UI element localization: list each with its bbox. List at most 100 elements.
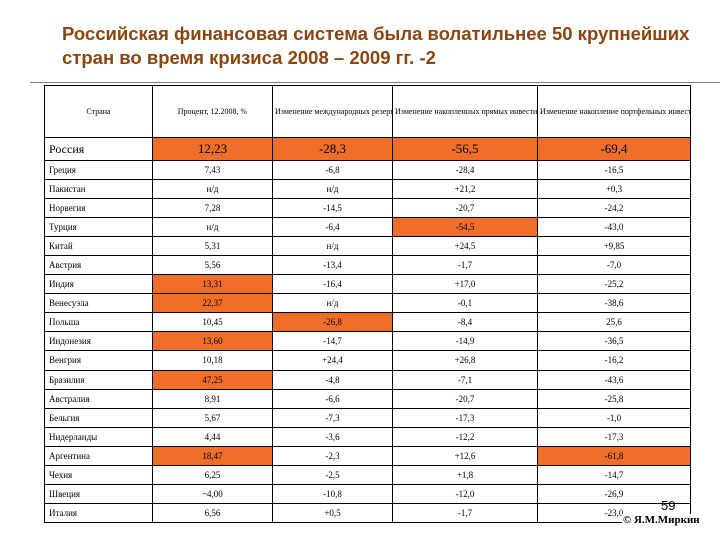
country-cell: Австралия: [44, 388, 153, 409]
page-number: 59: [661, 498, 676, 513]
country-cell: Норвегия: [44, 198, 153, 219]
author-credit: © Я.М.Миркин: [622, 514, 701, 526]
value-cell: 5,67: [152, 407, 273, 428]
value-cell: 13,60: [152, 331, 273, 352]
country-cell: Пакистан: [44, 179, 153, 200]
country-cell: Бельгия: [44, 407, 153, 428]
value-cell: -16,2: [537, 350, 691, 371]
value-cell: -12,0: [392, 483, 538, 504]
value-cell: -14,9: [392, 331, 538, 352]
value-cell: 47,25: [152, 369, 273, 390]
value-cell: н/д: [272, 236, 393, 257]
value-cell: -1,0: [537, 407, 691, 428]
value-cell: -24,2: [537, 198, 691, 219]
value-cell: -43,0: [537, 217, 691, 238]
value-cell: 4,44: [152, 426, 273, 447]
value-cell: -6,6: [272, 388, 393, 409]
header-reserves: Изменение международных резервов, 12.200…: [272, 85, 393, 138]
table-row: Индонезия 13,60 -14,7 -14,9 -36,5: [44, 331, 691, 352]
value-cell: -14,7: [272, 331, 393, 352]
value-cell: -13,4: [272, 255, 393, 276]
value-cell: -7,1: [392, 369, 538, 390]
value-cell: -17,3: [537, 426, 691, 447]
value-cell: -8,4: [392, 312, 538, 333]
value-cell: 25,6: [537, 312, 691, 333]
value-cell: -28,4: [392, 159, 538, 181]
country-cell: Чехия: [44, 464, 153, 485]
value-cell: н/д: [152, 179, 273, 200]
value-cell: -54,5: [392, 217, 538, 238]
country-cell: Италия: [44, 502, 153, 523]
table-body: Россия 12,23 -28,3 -56,5 -69,4 Греция 7,43 -6,8…: [44, 137, 691, 523]
value-cell: +0,3: [537, 179, 691, 200]
table-row: Аргентина 18,47 -2,3 +12,6 -61,8: [44, 445, 691, 466]
value-cell: -20,7: [392, 388, 538, 409]
table-row: Россия 12,23 -28,3 -56,5 -69,4: [44, 137, 691, 161]
table-row: Швеция ~4,00 -10,8 -12,0 -26,9: [44, 483, 691, 504]
value-cell: 10,45: [152, 312, 273, 333]
value-cell: 5,56: [152, 255, 273, 276]
country-cell: Швеция: [44, 483, 153, 504]
value-cell: н/д: [272, 179, 393, 200]
table-row: Австрия 5,56 -13,4 -1,7 -7,0: [44, 255, 691, 276]
value-cell: -1,7: [392, 255, 538, 276]
value-cell: -25,2: [537, 274, 691, 295]
country-cell: Турция: [44, 217, 153, 238]
table-row: Венесуэла 22,37 н/д -0,1 -38,6: [44, 293, 691, 314]
value-cell: 10,18: [152, 350, 273, 371]
value-cell: 8,91: [152, 388, 273, 409]
country-cell: Китай: [44, 236, 153, 257]
value-cell: н/д: [272, 293, 393, 314]
value-cell: -25,8: [537, 388, 691, 409]
value-cell: +17,0: [392, 274, 538, 295]
value-cell: -0,1: [392, 293, 538, 314]
value-cell: -61,8: [537, 445, 691, 466]
value-cell: 5,31: [152, 236, 273, 257]
value-cell: +9,85: [537, 236, 691, 257]
value-cell: -28,3: [272, 137, 393, 161]
value-cell: -16,4: [272, 274, 393, 295]
country-cell: Австрия: [44, 255, 153, 276]
value-cell: -7,3: [272, 407, 393, 428]
value-cell: -17,3: [392, 407, 538, 428]
country-cell: Индия: [44, 274, 153, 295]
country-cell: Венгрия: [44, 350, 153, 371]
value-cell: -2,3: [272, 445, 393, 466]
value-cell: -7,0: [537, 255, 691, 276]
value-cell: -20,7: [392, 198, 538, 219]
country-cell: Греция: [44, 159, 153, 181]
value-cell: -43,6: [537, 369, 691, 390]
table-row: Турция н/д -6,4 -54,5 -43,0: [44, 217, 691, 238]
value-cell: +21,2: [392, 179, 538, 200]
table-row: Бельгия 5,67 -7,3 -17,3 -1,0: [44, 407, 691, 428]
value-cell: -6,8: [272, 159, 393, 181]
value-cell: -10,8: [272, 483, 393, 504]
value-cell: +24,5: [392, 236, 538, 257]
table-row: Пакистан н/д н/д +21,2 +0,3: [44, 179, 691, 200]
value-cell: 7,28: [152, 198, 273, 219]
table-row: Индия 13,31 -16,4 +17,0 -25,2: [44, 274, 691, 295]
volatility-table: Страна Процент, 12.2008, % Изменение меж…: [44, 85, 691, 523]
value-cell: -14,5: [272, 198, 393, 219]
country-cell: Аргентина: [44, 445, 153, 466]
table-row: Италия 6,56 +0,5 -1,7 -23,0: [44, 502, 691, 523]
value-cell: 6,56: [152, 502, 273, 523]
value-cell: +12,6: [392, 445, 538, 466]
value-cell: -56,5: [392, 137, 538, 161]
table-row: Норвегия 7,28 -14,5 -20,7 -24,2: [44, 198, 691, 219]
value-cell: -1,7: [392, 502, 538, 523]
country-cell: Россия: [44, 137, 153, 161]
value-cell: 18,47: [152, 445, 273, 466]
table-row: Греция 7,43 -6,8 -28,4 -16,5: [44, 159, 691, 181]
country-cell: Индонезия: [44, 331, 153, 352]
title-divider: [30, 82, 720, 83]
country-cell: Польша: [44, 312, 153, 333]
value-cell: 7,43: [152, 159, 273, 181]
table-row: Австралия 8,91 -6,6 -20,7 -25,8: [44, 388, 691, 409]
value-cell: -69,4: [537, 137, 691, 161]
value-cell: +1,8: [392, 464, 538, 485]
value-cell: 6,25: [152, 464, 273, 485]
country-cell: Венесуэла: [44, 293, 153, 314]
country-cell: Бразилия: [44, 369, 153, 390]
value-cell: -2,5: [272, 464, 393, 485]
